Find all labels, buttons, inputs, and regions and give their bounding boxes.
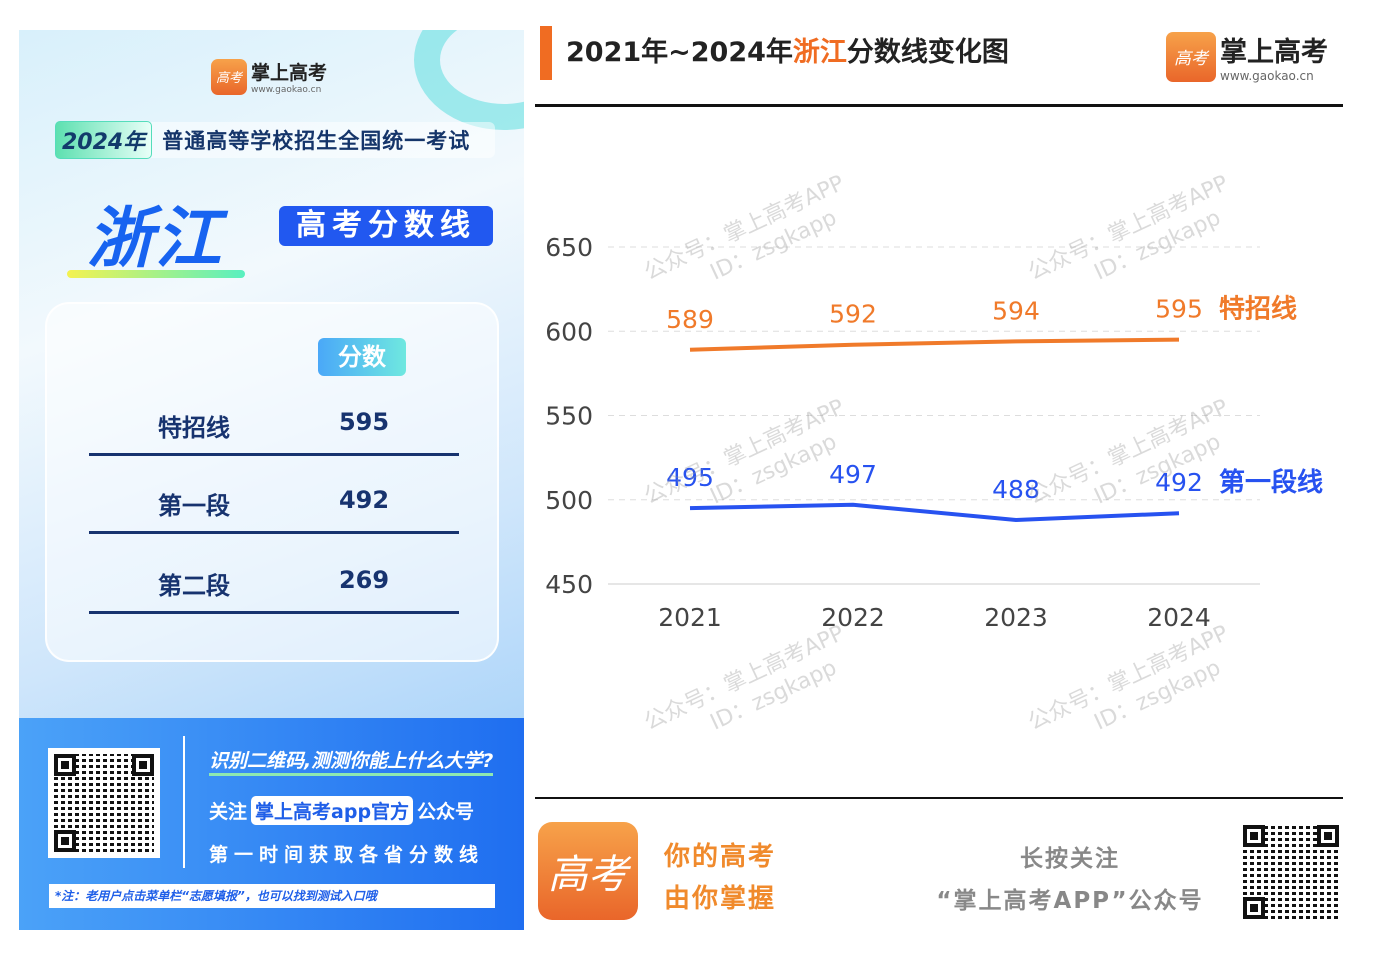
data-label: 488: [992, 475, 1040, 504]
x-tick-label: 2023: [984, 603, 1048, 632]
logo-name: 掌上高考: [251, 62, 328, 84]
y-tick-label: 500: [545, 486, 593, 515]
score-column-header: 分数: [318, 338, 406, 376]
row-label: 特招线: [158, 414, 230, 442]
series-line: [689, 337, 1180, 352]
promo-account: 掌上高考app官方: [251, 796, 414, 825]
promo-note: *注：老用户点击菜单栏“志愿填报”，也可以找到测试入口哦: [49, 884, 495, 908]
row-score: 492: [338, 486, 390, 514]
title-province: 浙江: [792, 37, 847, 68]
promo-suffix: 公众号: [417, 801, 475, 823]
y-tick-label: 600: [545, 317, 593, 346]
footer-qr-code[interactable]: [1240, 822, 1342, 922]
title-suffix: 分数线变化图: [846, 37, 1009, 68]
series-label: 特招线: [1219, 294, 1297, 325]
data-label: 595: [1155, 295, 1203, 324]
row-label: 第一段: [158, 492, 230, 520]
gaokao-logo-icon: 高考: [1166, 31, 1216, 82]
data-label: 495: [666, 463, 714, 492]
promo-line1: 识别二维码,测测你能上什么大学?: [209, 746, 494, 776]
exam-banner: 2024年 普通高等学校招生全国统一考试: [55, 121, 495, 159]
row-score: 269: [338, 566, 390, 594]
logo-url: www.gaokao.cn: [1220, 69, 1314, 83]
gaokao-logo-icon: 高考: [211, 58, 247, 95]
y-tick-label: 650: [545, 233, 593, 262]
poster-logo: 高考 掌上高考 www.gaokao.cn: [211, 58, 327, 95]
score-table: 分数 特招线 595 第一段 492 第二段 269: [45, 302, 499, 662]
x-tick-label: 2021: [658, 603, 722, 632]
x-tick-label: 2024: [1147, 603, 1211, 632]
table-row: 第一段 492: [89, 486, 459, 534]
promo-section: 识别二维码,测测你能上什么大学? 关注 掌上高考app官方 公众号 第一时间获取…: [19, 718, 524, 930]
table-row: 第二段 269: [89, 566, 459, 614]
footer-rule: [535, 797, 1343, 799]
header-rule: [535, 104, 1343, 107]
data-label: 497: [829, 460, 877, 489]
follow-text: 长按关注 “掌上高考APP”公众号: [936, 846, 1204, 914]
exam-name: 普通高等学校招生全国统一考试: [162, 129, 471, 153]
header-logo: 高考 掌上高考 www.gaokao.cn: [1166, 30, 1328, 83]
logo-url: www.gaokao.cn: [251, 85, 322, 95]
data-label: 592: [829, 300, 877, 329]
poster-panel: 高考 掌上高考 www.gaokao.cn 2024年 普通高等学校招生全国统一…: [19, 30, 524, 930]
title-years: 2021年~2024年: [566, 37, 793, 68]
table-row: 特招线 595: [89, 408, 459, 456]
x-tick-label: 2022: [821, 603, 885, 632]
province-title: 浙江: [87, 200, 223, 277]
promo-line3: 第一时间获取各省分数线: [209, 844, 485, 866]
y-tick-label: 450: [545, 570, 593, 599]
data-label: 594: [992, 296, 1040, 325]
data-label: 589: [666, 305, 714, 334]
y-tick-label: 550: [545, 402, 593, 431]
data-label: 492: [1155, 468, 1203, 497]
promo-line2: 关注 掌上高考app官方 公众号: [209, 796, 474, 825]
promo-follow: 关注: [209, 801, 248, 823]
row-score: 595: [338, 408, 390, 436]
underline-decoration: [67, 270, 245, 278]
chart-title: 2021年~2024年浙江分数线变化图: [540, 26, 1009, 80]
exam-year: 2024年: [55, 121, 153, 159]
row-label: 第二段: [158, 572, 230, 600]
logo-name: 掌上高考: [1220, 37, 1328, 68]
qr-code[interactable]: [48, 748, 160, 858]
score-line-badge: 高考分数线: [279, 206, 493, 246]
series-label: 第一段线: [1219, 467, 1323, 498]
footer-logo-icon: 高考: [538, 822, 638, 920]
divider: [183, 736, 185, 868]
series-line: [689, 502, 1180, 522]
slogan: 你的高考 由你掌握: [664, 842, 777, 914]
